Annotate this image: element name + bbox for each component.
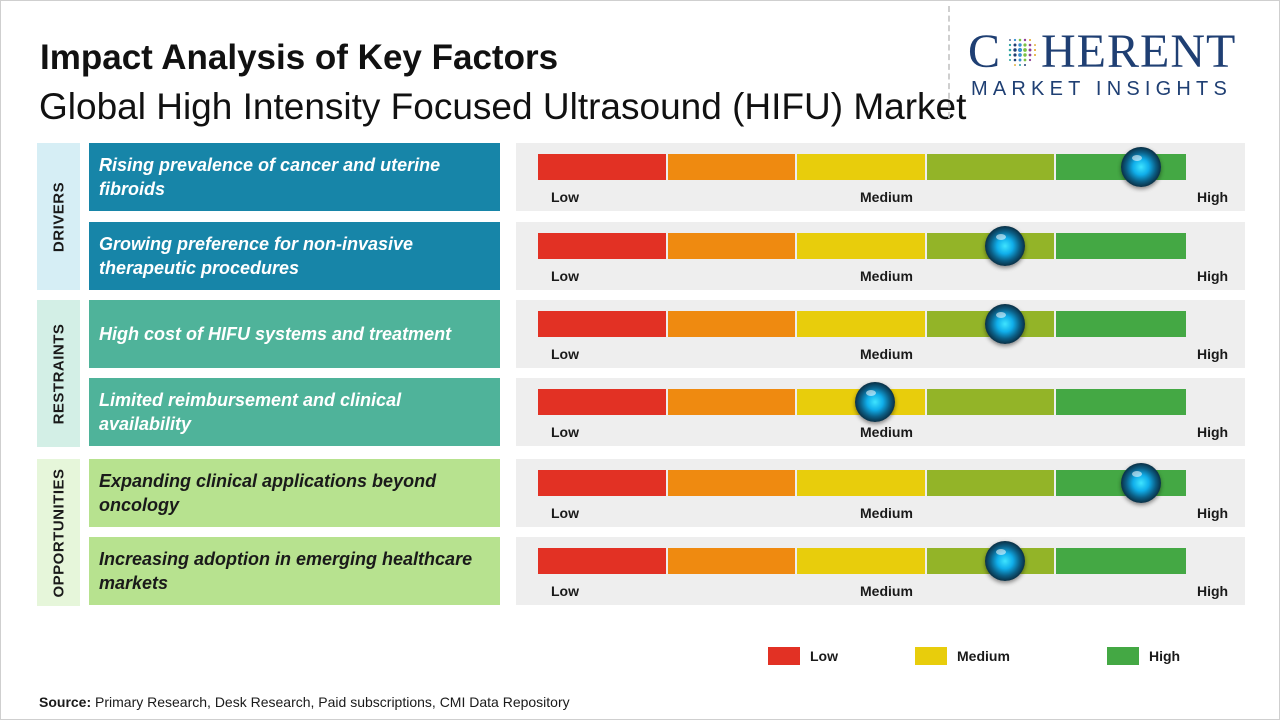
- factor-text: High cost of HIFU systems and treatment: [99, 324, 452, 344]
- gauge-label-medium: Medium: [860, 505, 913, 521]
- impact-marker: [854, 382, 895, 422]
- factor-label: High cost of HIFU systems and treatment: [89, 300, 500, 368]
- gauge-segment: [667, 154, 796, 180]
- gauge-segment: [667, 470, 796, 496]
- impact-marker: [984, 541, 1025, 581]
- legend-item-high: High: [1107, 647, 1180, 665]
- legend-item-low: Low: [768, 647, 838, 665]
- page-title: Impact Analysis of Key Factors: [40, 38, 559, 77]
- source-text: Primary Research, Desk Research, Paid su…: [91, 694, 570, 710]
- impact-gauge: Low Medium High: [516, 300, 1245, 368]
- gauge-label-medium: Medium: [860, 583, 913, 599]
- gauge-segment: [667, 311, 796, 337]
- gauge-label-medium: Medium: [860, 346, 913, 362]
- gauge-label-medium: Medium: [860, 424, 913, 440]
- gauge-segment: [797, 311, 925, 337]
- factor-label: Expanding clinical applications beyond o…: [89, 459, 500, 527]
- impact-gauge: Low Medium High: [516, 537, 1245, 605]
- impact-gauge: Low Medium High: [516, 459, 1245, 527]
- gauge-segment: [667, 389, 796, 415]
- gauge-segment: [926, 470, 1055, 496]
- legend-item-medium: Medium: [915, 647, 1010, 665]
- category-restraints: RESTRAINTS: [37, 300, 80, 447]
- factor-label: Rising prevalence of cancer and uterine …: [89, 143, 500, 211]
- gauge-segment: [1056, 233, 1186, 259]
- gauge-bar: [538, 470, 1186, 496]
- gauge-label-high: High: [1197, 268, 1229, 284]
- gauge-label-low: Low: [551, 346, 579, 362]
- page-subtitle: Global High Intensity Focused Ultrasound…: [39, 86, 967, 127]
- legend-label-low: Low: [810, 648, 838, 664]
- factor-text: Expanding clinical applications beyond o…: [99, 471, 437, 515]
- gauge-bar: [538, 311, 1186, 337]
- gauge-segment: [926, 154, 1055, 180]
- legend-label-high: High: [1149, 648, 1181, 664]
- gauge-label-high: High: [1197, 505, 1229, 521]
- gauge-segment: [667, 548, 796, 574]
- impact-marker: [1120, 147, 1161, 187]
- category-drivers: DRIVERS: [37, 143, 80, 290]
- logo-wordmark: C HERENT: [968, 25, 1237, 78]
- gauge-segment: [538, 548, 666, 574]
- gauge-segment: [538, 233, 666, 259]
- legend-swatch-low: [768, 647, 800, 665]
- gauge-label-high: High: [1197, 424, 1229, 440]
- source-note: Source: Primary Research, Desk Research,…: [39, 694, 570, 710]
- factor-text: Limited reimbursement and clinical avail…: [99, 390, 402, 434]
- gauge-segment: [667, 233, 796, 259]
- gauge-segment: [797, 470, 925, 496]
- category-label-opportunities: OPPORTUNITIES: [50, 467, 67, 598]
- gauge-segment: [538, 154, 666, 180]
- gauge-segment: [538, 389, 666, 415]
- logo-tagline: MARKET INSIGHTS: [971, 78, 1232, 100]
- gauge-label-high: High: [1197, 189, 1229, 205]
- gauge-segment: [1056, 548, 1186, 574]
- gauge-label-low: Low: [551, 268, 579, 284]
- category-label-drivers: DRIVERS: [50, 181, 67, 252]
- gauge-segment: [538, 470, 666, 496]
- gauge-bar: [538, 154, 1186, 180]
- gauge-label-medium: Medium: [860, 268, 913, 284]
- gauge-segment: [1056, 311, 1186, 337]
- gauge-segment: [926, 389, 1055, 415]
- factor-label: Increasing adoption in emerging healthca…: [89, 537, 500, 605]
- impact-gauge: Low Medium High: [516, 143, 1245, 211]
- gauge-segment: [797, 154, 925, 180]
- source-label: Source:: [39, 694, 92, 710]
- factor-text: Growing preference for non-invasive ther…: [99, 234, 414, 278]
- gauge-bar: [538, 233, 1186, 259]
- impact-gauge: Low Medium High: [516, 378, 1245, 446]
- gauge-bar: [538, 389, 1186, 415]
- gauge-label-low: Low: [551, 424, 579, 440]
- impact-marker: [984, 226, 1025, 266]
- gauge-segment: [797, 548, 925, 574]
- legend-swatch-high: [1107, 647, 1139, 665]
- gauge-label-low: Low: [551, 505, 579, 521]
- factor-label: Growing preference for non-invasive ther…: [89, 222, 500, 290]
- gauge-segment: [538, 311, 666, 337]
- company-logo: C HERENT MARKET INSIGHTS: [968, 28, 1268, 108]
- category-label-restraints: RESTRAINTS: [50, 323, 67, 424]
- gauge-segment: [797, 233, 925, 259]
- logo-divider: [948, 6, 950, 118]
- gauge-label-medium: Medium: [860, 189, 913, 205]
- factor-label: Limited reimbursement and clinical avail…: [89, 378, 500, 446]
- gauge-label-high: High: [1197, 583, 1229, 599]
- impact-marker: [984, 304, 1025, 344]
- globe-icon: [1008, 38, 1037, 67]
- legend-swatch-medium: [915, 647, 947, 665]
- impact-gauge: Low Medium High: [516, 222, 1245, 290]
- impact-marker: [1120, 463, 1161, 503]
- gauge-label-low: Low: [551, 583, 579, 599]
- gauge-label-low: Low: [551, 189, 579, 205]
- factor-text: Increasing adoption in emerging healthca…: [99, 549, 473, 593]
- category-opportunities: OPPORTUNITIES: [37, 459, 80, 606]
- gauge-segment: [1056, 389, 1186, 415]
- legend-label-medium: Medium: [957, 648, 1010, 664]
- factor-text: Rising prevalence of cancer and uterine …: [99, 155, 441, 199]
- gauge-bar: [538, 548, 1186, 574]
- gauge-label-high: High: [1197, 346, 1229, 362]
